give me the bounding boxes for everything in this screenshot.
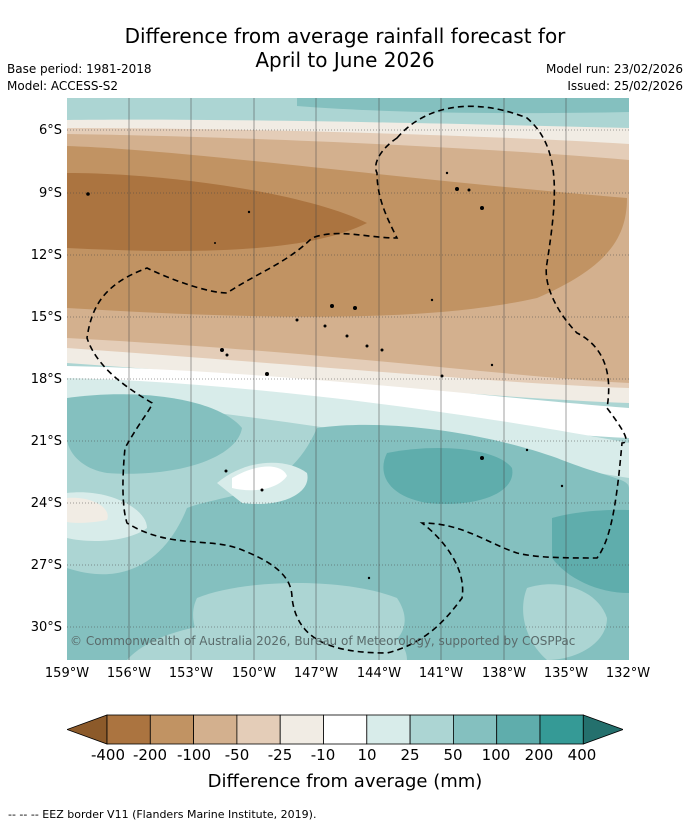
- island: [455, 187, 459, 191]
- lat-label: 9°S: [38, 186, 62, 201]
- colorbar-label: -200: [132, 746, 168, 764]
- colorbar-cell: [409, 714, 454, 745]
- colorbar-label: -400: [90, 746, 126, 764]
- colorbar-label: 50: [443, 746, 463, 764]
- contour-dry-west-patch: [67, 497, 108, 523]
- island: [480, 456, 484, 460]
- island: [224, 469, 228, 473]
- colorbar-cell: [149, 714, 195, 745]
- model-name: Model: ACCESS-S2: [7, 79, 119, 93]
- lat-label: 27°S: [30, 558, 62, 573]
- lon-label: 132°W: [605, 666, 651, 681]
- lon-label: 156°W: [106, 666, 152, 681]
- colorbar-cell: [106, 714, 151, 745]
- island: [380, 348, 384, 352]
- contour-top-teal-dark: [297, 98, 629, 114]
- colorbar-cell: [279, 714, 324, 745]
- island: [220, 348, 224, 352]
- island: [330, 304, 334, 308]
- colorbar-cell: [193, 714, 238, 745]
- island: [260, 488, 264, 492]
- lat-label: 18°S: [30, 372, 62, 387]
- lat-label: 6°S: [38, 123, 62, 138]
- lat-label: 12°S: [30, 248, 62, 263]
- colorbar-cell: [323, 714, 368, 745]
- contour-white-patch: [232, 466, 287, 491]
- map-title-line2: April to June 2026: [255, 48, 435, 72]
- island: [367, 576, 371, 580]
- island: [214, 242, 216, 244]
- colorbar-label: 400: [567, 746, 597, 764]
- island: [480, 206, 484, 210]
- lon-label: 153°W: [168, 666, 214, 681]
- island: [365, 344, 369, 348]
- island: [295, 318, 299, 322]
- map-title-line1: Difference from average rainfall forecas…: [124, 24, 566, 48]
- model-run: Model run: 23/02/2026: [545, 62, 683, 76]
- contour-wet-100-a: [383, 448, 513, 504]
- contour-wet-south-east: [523, 584, 607, 660]
- colorbar-cell: [496, 714, 541, 745]
- lon-label: 141°W: [418, 666, 464, 681]
- map-gridlines: [67, 129, 629, 628]
- island: [353, 306, 357, 310]
- lat-label: 21°S: [30, 434, 62, 449]
- islands: [86, 171, 564, 580]
- island: [467, 188, 471, 192]
- contour-dry-200: [67, 173, 367, 251]
- island: [323, 324, 327, 328]
- lon-label: 135°W: [543, 666, 589, 681]
- eez-border: [86, 105, 627, 654]
- island: [430, 298, 434, 302]
- colorbar-label: -10: [310, 746, 336, 764]
- colorbar-label: -50: [224, 746, 250, 764]
- island: [345, 334, 349, 338]
- island: [225, 353, 229, 357]
- island: [445, 171, 449, 175]
- lon-label: 150°W: [231, 666, 277, 681]
- rainfall-map-svg: [67, 98, 629, 660]
- issued-date: Issued: 25/02/2026: [567, 79, 683, 93]
- copyright-notice: © Commonwealth of Australia 2026, Bureau…: [70, 634, 576, 648]
- colorbar-cell: [539, 714, 584, 745]
- lon-label: 159°W: [44, 666, 90, 681]
- colorbar-arrow-high: [582, 714, 623, 745]
- eez-footnote: -- -- -- EEZ border V11 (Flanders Marine…: [8, 808, 317, 821]
- map-meridians: [128, 98, 567, 660]
- colorbar-arrow-low: [67, 714, 108, 745]
- island: [440, 374, 444, 378]
- lon-label: 138°W: [481, 666, 527, 681]
- colorbar-cell: [452, 714, 498, 745]
- contour-wet-west: [67, 394, 242, 474]
- colorbar-label: 100: [481, 746, 511, 764]
- base-period: Base period: 1981-2018: [7, 62, 152, 76]
- lat-label: 15°S: [30, 310, 62, 325]
- island: [86, 192, 90, 196]
- lon-label: 147°W: [293, 666, 339, 681]
- colorbar-label: 10: [357, 746, 377, 764]
- rainfall-map: [67, 98, 629, 660]
- colorbar-cell: [366, 714, 411, 745]
- colorbar-label: 200: [524, 746, 554, 764]
- colorbar-title: Difference from average (mm): [207, 771, 483, 792]
- island: [265, 372, 269, 376]
- island: [560, 484, 564, 488]
- island: [247, 210, 251, 214]
- lat-label: 24°S: [30, 496, 62, 511]
- colorbar-label: -25: [267, 746, 293, 764]
- island: [525, 448, 529, 452]
- colorbar-cell: [236, 714, 281, 745]
- lat-label: 30°S: [30, 620, 62, 635]
- lon-label: 144°W: [356, 666, 402, 681]
- colorbar-label: 25: [400, 746, 420, 764]
- colorbar: [67, 714, 623, 745]
- colorbar-label: -100: [176, 746, 212, 764]
- island: [490, 363, 494, 367]
